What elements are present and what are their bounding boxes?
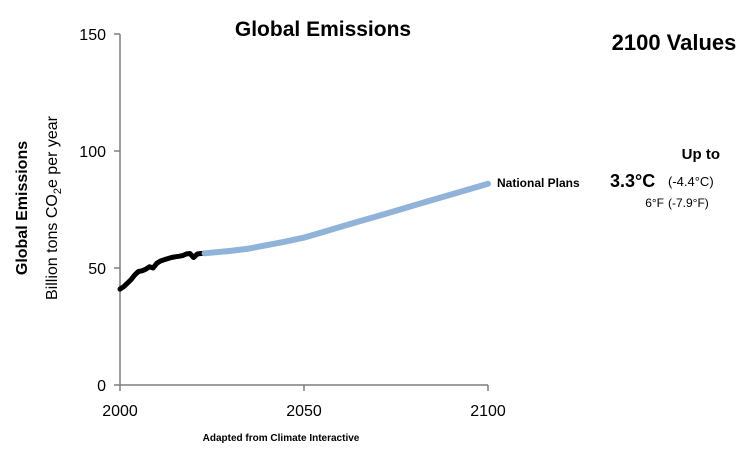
temperature-celsius-change: (-4.4°C) (668, 174, 714, 189)
series-lines (117, 180, 491, 292)
temperature-fahrenheit-change: (-7.9°F) (668, 196, 709, 210)
series-label-national-plans: National Plans (497, 176, 580, 190)
y-axis-title-main: Global Emissions (14, 141, 31, 275)
y-axis-title-sub: Billion tons CO2e per year (44, 115, 64, 300)
y-tick-label: 150 (79, 27, 106, 44)
y-tick-label: 100 (79, 144, 106, 161)
x-tick-label: 2050 (286, 403, 322, 420)
up-to-label: Up to (682, 146, 720, 163)
y-tick-label: 0 (97, 378, 106, 395)
x-tick-label: 2100 (470, 403, 506, 420)
temperature-celsius: 3.3°C (610, 171, 655, 191)
temperature-fahrenheit: 6°F (645, 196, 664, 210)
x-tick-label: 2000 (102, 403, 138, 420)
national-plans-line (201, 180, 491, 257)
historical-emissions-line (117, 250, 208, 292)
source-footer: Adapted from Climate Interactive (203, 433, 360, 444)
side-title: 2100 Values (612, 30, 737, 55)
tick-labels: 0 50 100 150 2000 2050 2100 (79, 27, 506, 420)
chart-title: Global Emissions (235, 18, 411, 41)
y-tick-label: 50 (88, 261, 106, 278)
axis-ticks (114, 33, 489, 391)
